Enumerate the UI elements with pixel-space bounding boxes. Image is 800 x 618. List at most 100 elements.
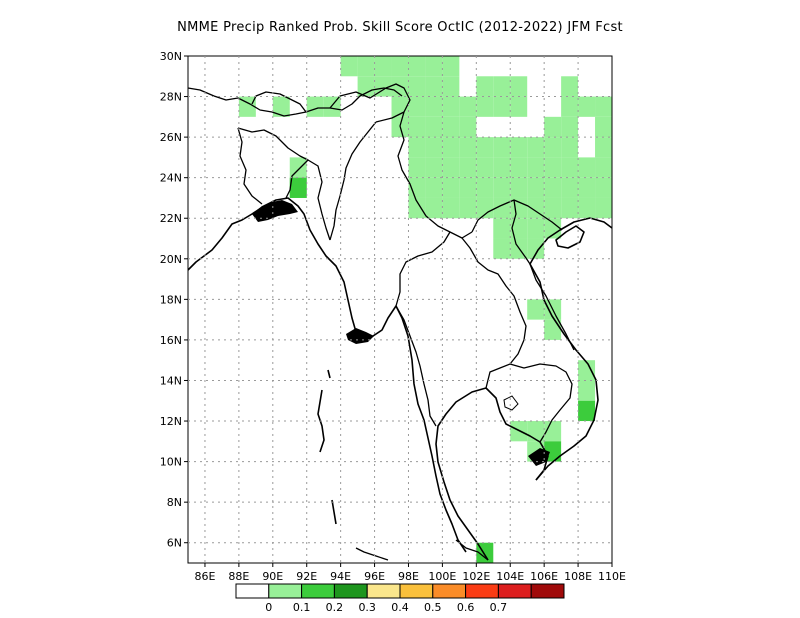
skill-cell <box>476 96 494 117</box>
skill-cell <box>476 137 494 158</box>
skill-cell <box>408 76 426 97</box>
lat-tick-label: 28N <box>160 91 182 104</box>
skill-cell <box>442 116 460 138</box>
skill-cell <box>578 177 596 198</box>
border-bangladesh <box>237 127 309 199</box>
skill-cell <box>493 218 511 239</box>
skill-cell <box>510 96 528 117</box>
map-title: NMME Precip Ranked Prob. Skill Score Oct… <box>177 20 623 35</box>
colorbar <box>235 583 565 599</box>
skill-cell <box>442 137 460 158</box>
skill-cell <box>459 116 477 138</box>
skill-cell <box>527 177 545 198</box>
coastline-india-bangladesh-myanmar <box>187 197 467 553</box>
skill-cell <box>510 157 528 178</box>
lon-tick-label: 88E <box>228 570 249 583</box>
nicobar-islands <box>331 499 337 525</box>
skill-cell <box>510 177 528 198</box>
skill-cell <box>425 76 443 97</box>
skill-cell <box>289 157 307 178</box>
longitude-ticks: 86E 88E 90E 92E 94E 96E 98E 100E 102E 104E 106E 108… <box>194 563 626 583</box>
latitude-ticks: 6N 8N 10N 12N 14N 16N 18N 20N 22N 24N 26N 28N 30N <box>160 50 188 550</box>
lon-tick-label: 106E <box>530 570 558 583</box>
lat-tick-label: 30N <box>160 50 182 63</box>
skill-cell <box>561 116 579 138</box>
lat-tick-label: 6N <box>167 537 182 550</box>
skill-cell <box>544 116 562 138</box>
skill-cell <box>578 360 596 381</box>
skill-cell <box>374 76 392 97</box>
skill-cell <box>510 76 528 97</box>
skill-cell <box>493 157 511 178</box>
skill-cell <box>459 197 477 219</box>
skill-cell <box>442 96 460 117</box>
skill-cell <box>544 177 562 198</box>
skill-cell <box>425 137 443 158</box>
skill-cells <box>238 56 612 563</box>
coastlines <box>187 197 613 561</box>
skill-cell <box>476 76 494 97</box>
lat-tick-label: 8N <box>167 496 182 509</box>
lon-tick-label: 102E <box>462 570 490 583</box>
skill-cell <box>493 76 511 97</box>
skill-cell <box>391 56 409 77</box>
skill-cell <box>527 238 545 259</box>
skill-cell <box>578 400 596 422</box>
colorbar-swatch <box>399 583 434 599</box>
skill-cell <box>493 137 511 158</box>
border-myanmar-thailand <box>395 231 451 427</box>
skill-cell <box>442 56 460 77</box>
coco-islands <box>327 369 331 379</box>
skill-cell <box>459 137 477 158</box>
skill-cell <box>340 56 358 77</box>
country-borders <box>187 83 575 561</box>
skill-cell <box>595 197 612 219</box>
skill-cell <box>476 157 494 178</box>
skill-cell <box>476 197 494 219</box>
plot-frame <box>187 55 613 564</box>
skill-cell <box>578 197 596 219</box>
skill-cell <box>561 96 579 117</box>
lat-tick-label: 26N <box>160 131 182 144</box>
skill-cell <box>595 177 612 198</box>
skill-cell <box>425 157 443 178</box>
sundarbans-delta <box>252 200 298 222</box>
lat-tick-label: 22N <box>160 212 182 225</box>
lat-tick-label: 16N <box>160 334 182 347</box>
skill-cell <box>527 137 545 158</box>
lat-tick-label: 24N <box>160 172 182 185</box>
border-laos-vietnam <box>511 199 575 351</box>
colorbar-label: 0.1 <box>293 601 311 614</box>
skill-cell <box>561 76 579 97</box>
skill-cell <box>408 197 426 219</box>
skill-cell <box>408 96 426 117</box>
colorbar-swatch <box>235 583 270 599</box>
skill-cell <box>425 56 443 77</box>
lon-tick-label: 94E <box>330 570 351 583</box>
lon-tick-label: 100E <box>428 570 456 583</box>
skill-cell <box>408 56 426 77</box>
skill-cell <box>561 137 579 158</box>
skill-cell <box>442 76 460 97</box>
skill-cell <box>544 137 562 158</box>
lon-tick-label: 98E <box>398 570 419 583</box>
skill-cell <box>544 319 562 340</box>
border-mizoram <box>307 159 331 241</box>
andaman-islands <box>317 389 325 453</box>
skill-cell <box>595 137 612 158</box>
skill-cell <box>357 56 375 77</box>
skill-cell <box>493 238 511 259</box>
skill-cell <box>595 116 612 138</box>
border-thailand-laos <box>461 237 527 389</box>
skill-cell <box>442 177 460 198</box>
colorbar-labels: 0 0.1 0.2 0.3 0.4 0.5 0.6 0.7 <box>265 601 507 614</box>
skill-cell <box>510 137 528 158</box>
skill-cell <box>408 157 426 178</box>
skill-cell <box>578 96 596 117</box>
skill-cell <box>442 197 460 219</box>
skill-cell <box>578 157 596 178</box>
sumatra-tip <box>355 547 389 561</box>
colorbar-swatch <box>366 583 401 599</box>
lat-tick-label: 18N <box>160 293 182 306</box>
